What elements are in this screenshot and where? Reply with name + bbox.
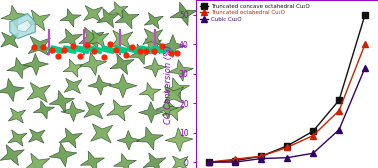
Polygon shape [156,99,178,118]
Polygon shape [63,59,84,77]
Polygon shape [33,101,54,119]
Polygon shape [143,153,166,168]
Y-axis label: CO Conversion (%): CO Conversion (%) [164,44,174,124]
Polygon shape [172,156,188,168]
Polygon shape [7,57,32,79]
Truncated octahedral Cu₂O [207,161,212,163]
Polygon shape [113,153,136,168]
Truncated concave octahedral Cu₂O [259,155,263,157]
Polygon shape [80,52,107,75]
Truncated concave octahedral Cu₂O [285,145,290,147]
Polygon shape [49,90,74,112]
Line: Truncated octahedral Cu₂O: Truncated octahedral Cu₂O [206,41,368,165]
Polygon shape [160,35,186,57]
Polygon shape [117,130,140,150]
Truncated concave octahedral Cu₂O [207,161,212,163]
Polygon shape [0,145,25,165]
Cubic Cu₂O [233,161,237,163]
Polygon shape [144,39,161,54]
Polygon shape [162,102,184,121]
Line: Truncated concave octahedral Cu₂O: Truncated concave octahedral Cu₂O [206,12,368,165]
Truncated octahedral Cu₂O [337,110,341,112]
Truncated concave octahedral Cu₂O [337,99,341,101]
Polygon shape [25,153,50,168]
Cubic Cu₂O [259,158,263,160]
Cubic Cu₂O [285,157,290,159]
Polygon shape [170,2,198,26]
Polygon shape [84,6,102,22]
Polygon shape [144,13,163,29]
Polygon shape [26,10,50,30]
Polygon shape [107,100,132,121]
Polygon shape [18,20,31,32]
Polygon shape [139,82,161,101]
Polygon shape [1,32,19,48]
Polygon shape [108,74,137,98]
Polygon shape [1,5,28,28]
Cubic Cu₂O [311,152,315,154]
Polygon shape [64,78,82,94]
Polygon shape [80,151,105,168]
Polygon shape [28,129,45,143]
Polygon shape [49,143,77,167]
Polygon shape [61,101,85,122]
Polygon shape [115,8,139,29]
Polygon shape [168,60,193,81]
Truncated octahedral Cu₂O [311,135,315,137]
Truncated octahedral Cu₂O [285,146,290,148]
Truncated octahedral Cu₂O [259,155,263,157]
Polygon shape [109,2,128,18]
Polygon shape [79,27,104,49]
Truncated concave octahedral Cu₂O [233,160,237,162]
Polygon shape [59,29,82,49]
Polygon shape [8,130,27,146]
Polygon shape [164,78,189,100]
Truncated octahedral Cu₂O [363,43,367,45]
Polygon shape [88,75,112,95]
Polygon shape [0,78,24,101]
Polygon shape [8,108,26,123]
Polygon shape [91,124,113,143]
Polygon shape [88,30,109,48]
Legend: Truncated concave octahedral Cu₂O, Truncated octahedral Cu₂O, Cubic Cu₂O: Truncated concave octahedral Cu₂O, Trunc… [199,3,311,23]
Polygon shape [129,44,153,65]
Polygon shape [144,57,167,77]
Truncated octahedral Cu₂O [233,158,237,160]
Line: Cubic Cu₂O: Cubic Cu₂O [206,65,368,165]
Polygon shape [164,86,184,103]
Polygon shape [23,53,48,75]
Polygon shape [59,128,82,148]
Polygon shape [139,102,164,123]
Polygon shape [110,54,134,75]
Polygon shape [165,128,193,152]
Polygon shape [111,30,133,49]
Truncated concave octahedral Cu₂O [363,14,367,16]
Polygon shape [143,29,163,46]
Truncated concave octahedral Cu₂O [311,130,315,132]
Polygon shape [84,101,104,119]
Polygon shape [27,82,50,102]
Cubic Cu₂O [207,161,212,163]
Polygon shape [97,8,119,28]
Polygon shape [28,36,51,55]
Cubic Cu₂O [337,129,341,131]
Polygon shape [10,13,35,39]
Cubic Cu₂O [363,67,367,69]
Polygon shape [60,9,81,27]
Polygon shape [136,127,163,150]
